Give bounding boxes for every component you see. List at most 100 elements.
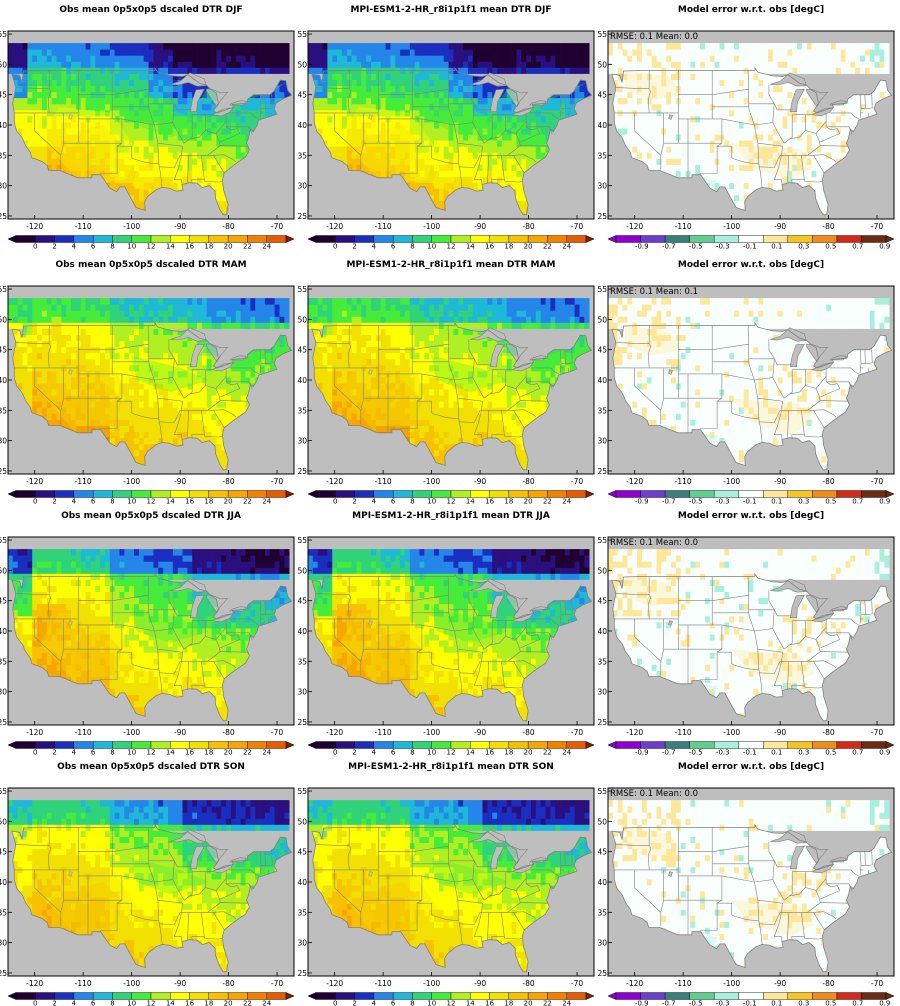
colorbar-tick-label: 14 <box>166 243 175 250</box>
colorbar-swatch <box>393 491 412 498</box>
colorbar-tick-label: 10 <box>127 243 136 250</box>
colorbar-min-arrow <box>608 993 616 1000</box>
colorbar-swatch <box>690 993 715 1000</box>
y-tick-label: 35 <box>297 406 307 415</box>
colorbar-swatch <box>335 236 354 243</box>
colorbar-tick-label: 0.3 <box>798 749 809 756</box>
colorbar-swatch <box>547 236 566 243</box>
canada-strip <box>608 800 890 831</box>
colorbar-tick-label: 22 <box>543 498 552 505</box>
colorbar-tick-label: 22 <box>543 1000 552 1006</box>
colorbar-swatch <box>509 491 528 498</box>
colorbar-swatch <box>528 236 547 243</box>
colorbar-tick-label: 18 <box>504 243 513 250</box>
x-tick-label: -90 <box>474 477 486 486</box>
colorbar-swatch <box>739 491 764 498</box>
x-tick-label: -120 <box>626 979 643 988</box>
colorbar-tick-label: -0.9 <box>635 498 649 505</box>
colorbar-tick-label: 14 <box>466 243 475 250</box>
colorbar-tick-label: 2 <box>352 1000 356 1006</box>
colorbar-swatch <box>690 491 715 498</box>
x-tick-label: -120 <box>26 477 43 486</box>
colorbar-tick-label: 22 <box>543 243 552 250</box>
y-tick-label: 50 <box>297 817 307 826</box>
colorbar-tick-label: 4 <box>372 749 377 756</box>
x-tick-label: -120 <box>326 222 343 231</box>
y-tick-label: 25 <box>0 969 7 978</box>
y-tick-label: 45 <box>297 848 307 857</box>
x-tick-label: -70 <box>571 728 583 737</box>
colorbar-swatch <box>432 742 451 749</box>
panel-mam-obs: Obs mean 0p5x0p5 dscaled DTR MAM25303540… <box>8 255 294 500</box>
colorbar-max-arrow <box>286 491 294 498</box>
x-tick-label: -110 <box>375 979 392 988</box>
colorbar-tick-label: 4 <box>72 243 77 250</box>
colorbar-swatch <box>665 993 690 1000</box>
colorbar-tick-label: 22 <box>243 749 252 756</box>
canada-strip <box>308 549 590 580</box>
y-tick-label: 35 <box>0 908 7 917</box>
colorbar-swatch <box>739 742 764 749</box>
y-tick-label: 35 <box>597 151 607 160</box>
colorbar-swatch <box>451 742 470 749</box>
y-tick-label: 25 <box>0 718 7 727</box>
x-tick-label: -90 <box>774 222 786 231</box>
colorbar-swatch <box>567 742 586 749</box>
colorbar-max-arrow <box>586 742 594 749</box>
colorbar-tick-label: 8 <box>410 749 414 756</box>
colorbar-swatch <box>190 236 209 243</box>
colorbar-swatch <box>690 742 715 749</box>
colorbar-tick-label: 24 <box>262 1000 271 1006</box>
colorbar-swatch <box>837 236 862 243</box>
panel-title: Obs mean 0p5x0p5 dscaled DTR SON <box>8 762 294 772</box>
colorbar-tick-label: -0.7 <box>662 243 676 250</box>
y-tick-label: 55 <box>297 285 307 294</box>
colorbar-tick-label: 12 <box>447 498 456 505</box>
colorbar-swatch <box>209 236 228 243</box>
colorbar-tick-label: 0.5 <box>825 498 836 505</box>
y-tick-label: 35 <box>597 657 607 666</box>
colorbar-swatch <box>861 236 886 243</box>
y-tick-label: 30 <box>297 182 307 191</box>
x-tick-label: -100 <box>123 728 140 737</box>
x-tick-label: -90 <box>174 222 186 231</box>
colorbar-swatch <box>490 993 509 1000</box>
x-tick-label: -120 <box>626 222 643 231</box>
x-tick-label: -100 <box>723 728 740 737</box>
canada-strip <box>8 298 290 329</box>
colorbar-swatch <box>490 236 509 243</box>
colorbar-swatch <box>228 491 247 498</box>
colorbar-tick-label: 0 <box>333 1000 337 1006</box>
colorbar-tick-label: 14 <box>166 498 175 505</box>
y-tick-label: 55 <box>0 285 7 294</box>
y-tick-label: 35 <box>0 657 7 666</box>
x-tick-label: -100 <box>723 222 740 231</box>
colorbar-swatch <box>788 491 813 498</box>
colorbar-tick-label: 10 <box>427 243 436 250</box>
x-tick-label: -80 <box>222 222 234 231</box>
canada-strip <box>308 800 590 831</box>
colorbar-swatch <box>316 742 335 749</box>
colorbar-tick-label: 4 <box>372 1000 377 1006</box>
colorbar-max-arrow <box>886 742 894 749</box>
colorbar-swatch <box>837 742 862 749</box>
colorbar-swatch <box>35 993 54 1000</box>
colorbar-swatch <box>151 742 170 749</box>
colorbar-swatch <box>528 491 547 498</box>
error-map: 25303540455055-120-110-100-90-80-70RMSE:… <box>608 537 894 741</box>
y-tick-label: 45 <box>297 346 307 355</box>
y-tick-label: 30 <box>597 437 607 446</box>
colorbar-swatch <box>616 491 641 498</box>
colorbar-tick-label: -0.7 <box>662 749 676 756</box>
colorbar-swatch <box>861 491 886 498</box>
error-map: 25303540455055-120-110-100-90-80-70RMSE:… <box>608 788 894 992</box>
colorbar-tick-label: 20 <box>224 1000 233 1006</box>
colorbar-swatch <box>209 993 228 1000</box>
x-tick-label: -70 <box>571 477 583 486</box>
colorbar-swatch <box>209 491 228 498</box>
y-tick-label: 55 <box>597 787 607 796</box>
colorbar-tick-label: 0.1 <box>771 243 782 250</box>
